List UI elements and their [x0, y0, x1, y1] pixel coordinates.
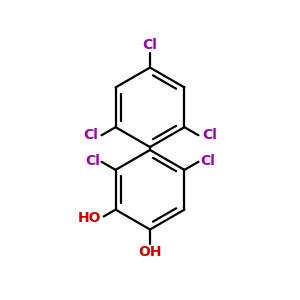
Text: Cl: Cl [85, 154, 100, 168]
Text: HO: HO [77, 211, 101, 225]
Text: Cl: Cl [83, 128, 98, 142]
Text: Cl: Cl [142, 38, 158, 52]
Text: OH: OH [138, 245, 162, 259]
Text: Cl: Cl [200, 154, 215, 168]
Text: Cl: Cl [202, 128, 217, 142]
